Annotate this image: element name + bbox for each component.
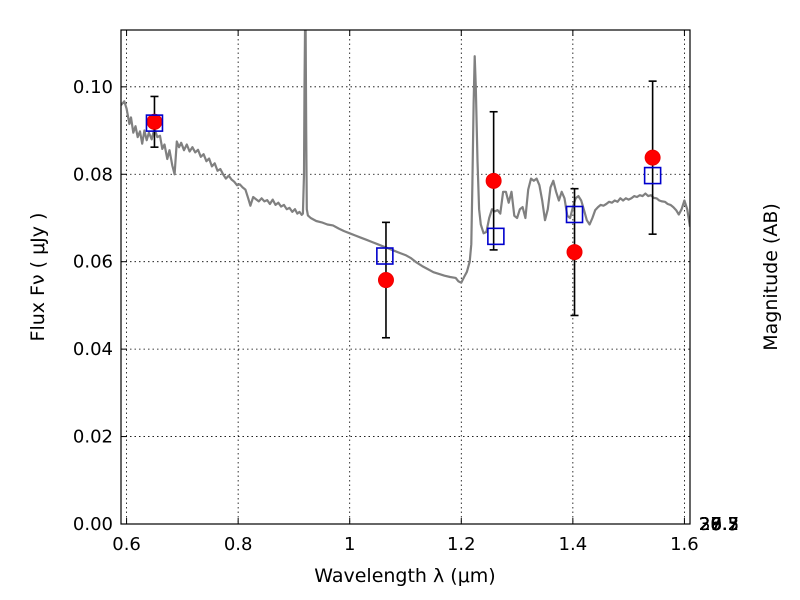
observed-point (146, 113, 163, 130)
x-tick-label: 1.6 (670, 534, 699, 555)
right-tick-label: 26.5 (699, 514, 739, 535)
right-tick-label: 26.3 (699, 514, 739, 535)
right-tick-label: 26.7 (699, 514, 739, 535)
model-point (487, 227, 505, 246)
model-spectrum (121, 30, 690, 284)
model-point (643, 166, 662, 185)
x-tick-label: 1.2 (447, 534, 476, 555)
plot-frame (120, 29, 691, 525)
observed-point (644, 149, 661, 166)
model-point (565, 205, 584, 224)
observed-point (566, 244, 583, 261)
y-tick-label: 0.02 (73, 427, 113, 448)
right-tick-label: 27.2 (699, 514, 739, 535)
axis-ticks: 0.6 0.8 1 1.2 1.4 1.6 0.00 0.02 0.04 0.06 0.08 0.10… (73, 30, 739, 555)
right-tick-label: 28.5 (699, 514, 739, 535)
observed-point (377, 272, 394, 289)
y-tick-label: 0.04 (73, 339, 113, 360)
y-tick-label: 0.10 (73, 77, 113, 98)
x-tick-label: 0.6 (112, 534, 141, 555)
observed-point (485, 172, 502, 189)
model-point (376, 247, 394, 265)
right-tick-label: 27.5 (699, 514, 739, 535)
spectrum-line (121, 30, 690, 284)
right-tick-label: 30 (699, 514, 722, 535)
right-tick-label: 28 (699, 514, 722, 535)
model-photometry-points (145, 114, 662, 265)
right-tick-label: 29 (699, 514, 722, 535)
y-tick-label: 0.06 (73, 252, 113, 273)
x-tick-label: 1.4 (559, 534, 588, 555)
observed-points (146, 113, 661, 289)
x-axis-label: Wavelength λ (μm) (314, 565, 495, 587)
grid (121, 30, 690, 524)
model-point (145, 114, 164, 132)
y-axis-label: Flux Fν ( μJy ) (27, 213, 49, 342)
y-axis-right-label: Magnitude (AB) (760, 203, 782, 351)
x-tick-label: 0.8 (224, 534, 253, 555)
y-tick-label: 0.00 (73, 514, 113, 535)
right-tick-label: 27 (699, 514, 722, 535)
x-tick-label: 1 (344, 534, 355, 555)
y-tick-label: 0.08 (73, 164, 113, 185)
error-bars (150, 80, 657, 339)
